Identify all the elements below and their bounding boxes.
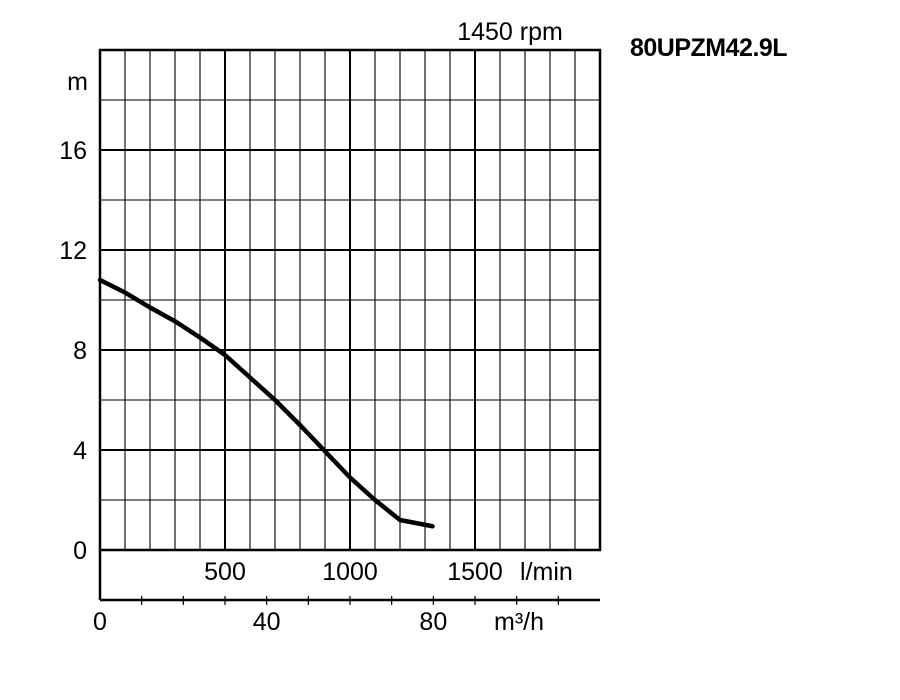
y-tick-label: 8 bbox=[73, 337, 87, 365]
x-tick-label-m3h: 80 bbox=[419, 608, 447, 636]
x-axis-label-lmin: l/min bbox=[520, 558, 573, 586]
plot-frame bbox=[98, 48, 602, 552]
model-label: 80UPZM42.9L bbox=[630, 34, 788, 62]
y-tick-label: 16 bbox=[59, 137, 87, 165]
tick-labels: 0 4 8 12 16 500 1000 1500 0 40 80 bbox=[59, 137, 503, 636]
x-tick-label-m3h: 40 bbox=[253, 608, 281, 636]
x-tick-label-lmin: 1500 bbox=[447, 558, 503, 586]
y-axis-label: m bbox=[67, 68, 88, 96]
y-tick-label: 4 bbox=[73, 437, 87, 465]
chart-title: 1450 rpm bbox=[457, 18, 563, 46]
x-tick-label-m3h: 0 bbox=[93, 608, 107, 636]
y-tick-label: 0 bbox=[73, 537, 87, 565]
x-axis-label-m3h: m³/h bbox=[494, 608, 544, 636]
x-tick-label-lmin: 500 bbox=[204, 558, 246, 586]
x-tick-label-lmin: 1000 bbox=[322, 558, 378, 586]
pump-curve-line bbox=[97, 277, 435, 529]
grid bbox=[100, 50, 600, 605]
y-tick-label: 12 bbox=[59, 237, 87, 265]
